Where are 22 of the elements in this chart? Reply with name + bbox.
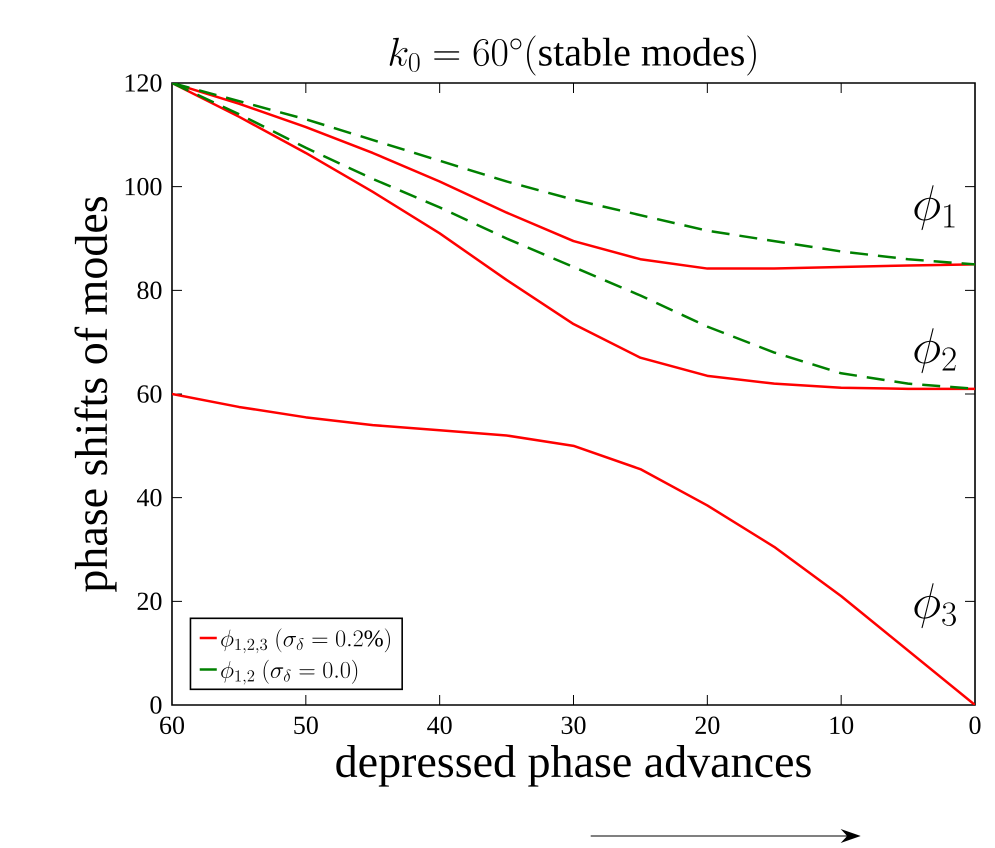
annotation: $\phi_1$ — [914, 185, 954, 230]
legend-label: $\phi_{1,2,3}\ (\sigma_\delta = 0.2\%)$ — [221, 628, 390, 654]
annotation: $\phi_3$ — [914, 583, 956, 628]
y-tick-label: 100 — [126, 178, 162, 196]
x-axis-title: depressed phase advances — [336, 744, 811, 787]
legend-label: $\phi_{1,2}\ (\sigma_\delta = 0.0)$ — [221, 660, 358, 685]
y-tick-label: 0 — [150, 696, 162, 714]
y-tick-label: 80 — [137, 282, 162, 300]
annotation: $\phi_2$ — [914, 328, 956, 374]
y-tick-label: 120 — [126, 74, 162, 92]
x-tick-label: 0 — [969, 716, 981, 734]
y-axis-title: phase shifts of modes — [74, 196, 117, 592]
y-tick-label: 40 — [136, 488, 162, 506]
x-tick-label: 10 — [830, 716, 854, 734]
x-tick-label: 50 — [294, 716, 318, 734]
x-tick-label: 40 — [427, 716, 452, 734]
y-tick-label: 20 — [138, 592, 162, 610]
x-tick-label: 60 — [160, 716, 184, 734]
x-tick-label: 30 — [562, 716, 586, 734]
x-tick-label: 20 — [695, 716, 720, 734]
chart-title: $k_0 = 60^\circ(\mathrm{stable\ modes})$ — [390, 36, 756, 76]
y-tick-label: 60 — [138, 385, 162, 403]
